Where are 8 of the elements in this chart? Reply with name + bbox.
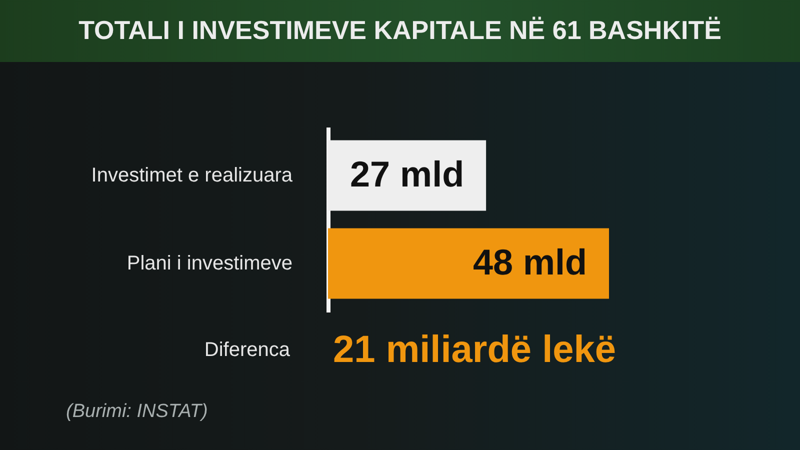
chart-title: TOTALI I INVESTIMEVE KAPITALE NË 61 BASHKITË — [78, 15, 722, 46]
data-label: 48 mld — [472, 242, 587, 283]
text: (Burimi: INSTAT) — [66, 401, 208, 423]
y-tick-label: Investimet e realizuara — [91, 164, 294, 186]
y-tick-label: Plani i investimeve — [126, 252, 292, 275]
text: 21 miliardë lekë — [333, 329, 616, 372]
text: Diferenca — [204, 339, 290, 362]
data-label: 27 mld — [350, 153, 464, 194]
